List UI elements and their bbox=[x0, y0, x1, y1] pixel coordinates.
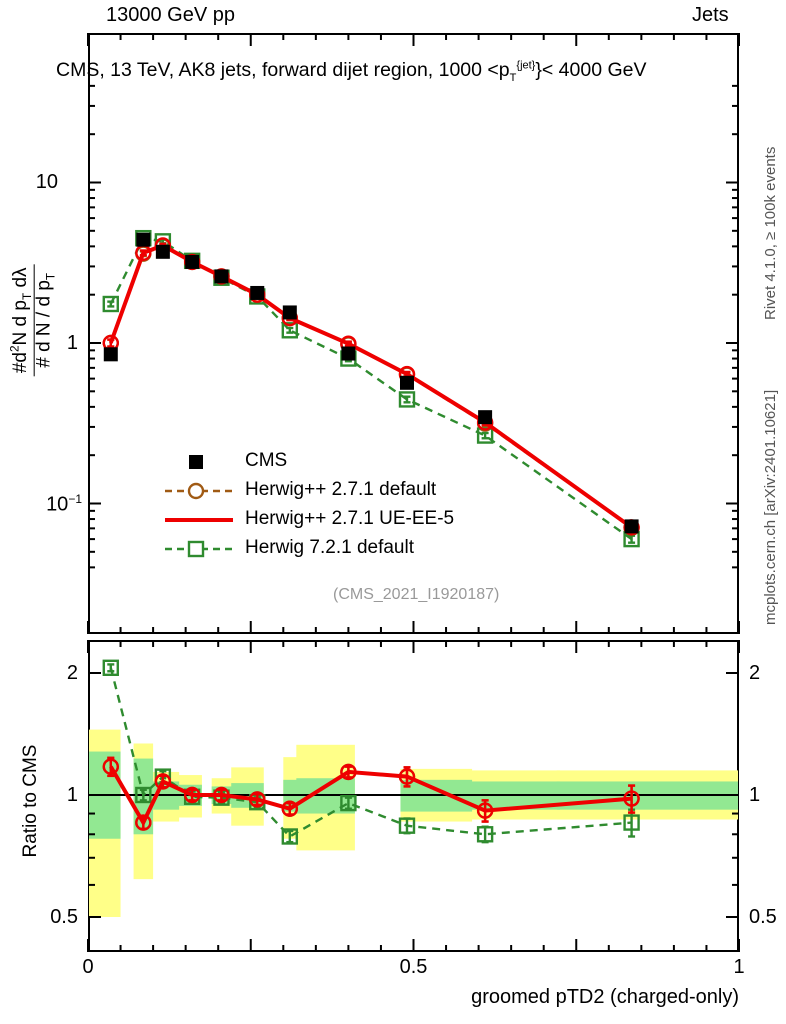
legend-key-filled-square bbox=[189, 455, 203, 469]
legend-label-herwigpp-default: Herwig++ 2.7.1 default bbox=[245, 479, 437, 500]
title-text-pre: CMS, 13 TeV, AK8 jets, forward dijet reg… bbox=[56, 59, 510, 81]
ratio-ytick-2-right: 2 bbox=[749, 662, 761, 684]
xtick-0: 0 bbox=[82, 956, 94, 978]
ratio-ytick-2-left: 2 bbox=[66, 662, 78, 684]
ylab-num-d: d bbox=[10, 352, 32, 363]
main-ytick-0p1-mantissa: 10 bbox=[46, 493, 69, 516]
ylab-num-T: T bbox=[20, 292, 34, 301]
credit-mcplots: mcplots.cern.ch [arXiv:2401.10621] bbox=[762, 389, 779, 625]
main-ytick-10: 10 bbox=[35, 171, 58, 193]
legend-key-dashed-circle bbox=[165, 482, 233, 500]
header-category-label: Jets bbox=[692, 4, 729, 26]
ylab-num-dlam: d bbox=[10, 276, 32, 293]
legend-key-solid-line bbox=[165, 518, 233, 522]
ratio-ytick-1-right: 1 bbox=[749, 784, 761, 806]
title-superscript: {jet} bbox=[516, 59, 536, 72]
header-beam-label: 13000 GeV pp bbox=[106, 4, 235, 26]
main-ytick-0p1: 10−1 bbox=[46, 492, 82, 517]
ylab-num-N: N bbox=[10, 331, 32, 346]
ratio-plot-panel bbox=[88, 640, 739, 952]
ratio-ytick-0p5-right: 0.5 bbox=[749, 906, 777, 928]
ylab-den-T: T bbox=[44, 272, 58, 281]
title-subscript: T bbox=[509, 71, 517, 84]
main-ytick-1: 1 bbox=[66, 332, 78, 354]
ylab-num-hash: # bbox=[10, 362, 32, 374]
xtick-1: 1 bbox=[733, 956, 745, 978]
legend-key-dashed-square bbox=[165, 540, 233, 558]
legend-label-herwigpp-ueee5: Herwig++ 2.7.1 UE-EE-5 bbox=[245, 508, 455, 529]
ratio-y-axis-label: Ratio to CMS bbox=[20, 744, 41, 858]
ratio-ytick-0p5-left: 0.5 bbox=[50, 906, 78, 928]
legend-label-cms: CMS bbox=[245, 450, 288, 471]
ylab-num-lambda: λ bbox=[10, 267, 32, 277]
main-y-axis-label: #d2N d pT dλ # d N / d pT bbox=[8, 170, 59, 470]
ylab-num-dp: d p bbox=[10, 300, 32, 327]
ylab-den-text: # d N / d p bbox=[34, 280, 56, 368]
title-text-post: }< 4000 GeV bbox=[535, 59, 647, 81]
main-plot-title: CMS, 13 TeV, AK8 jets, forward dijet reg… bbox=[56, 59, 647, 84]
ylab-num-exp: 2 bbox=[8, 345, 22, 353]
main-ytick-0p1-exponent: −1 bbox=[68, 492, 82, 506]
ratio-ytick-1-left: 1 bbox=[66, 784, 78, 806]
credit-rivet: Rivet 4.1.0, ≥ 100k events bbox=[762, 146, 779, 320]
legend-label-herwig721: Herwig 7.2.1 default bbox=[245, 537, 414, 558]
xtick-0p5: 0.5 bbox=[399, 956, 428, 978]
x-axis-label: groomed pTD2 (charged-only) bbox=[471, 986, 739, 1008]
analysis-id-watermark: (CMS_2021_I1920187) bbox=[333, 586, 500, 603]
